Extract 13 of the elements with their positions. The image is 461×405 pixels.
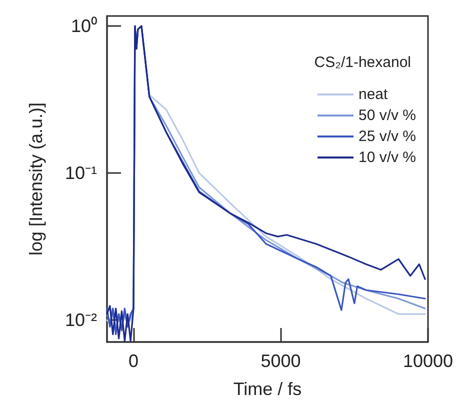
y-tick-label: 10⁰ — [70, 16, 97, 36]
x-axis-title: Time / fs — [233, 379, 302, 399]
y-axis-title: log [Intensity (a.u.)] — [26, 102, 46, 256]
x-tick-label: 10000 — [402, 351, 454, 371]
legend-label: 10 v/v % — [358, 149, 416, 166]
x-tick-label: 5000 — [260, 351, 301, 371]
legend-label: 50 v/v % — [358, 107, 416, 124]
legend-title: CS₂/1-hexanol — [314, 54, 412, 71]
legend-label: neat — [358, 86, 388, 103]
y-tick-label: 10⁻² — [64, 310, 98, 330]
y-tick-label: 10⁻¹ — [64, 163, 98, 184]
x-tick-label: 0 — [128, 351, 139, 371]
legend-label: 25 v/v % — [358, 128, 416, 145]
